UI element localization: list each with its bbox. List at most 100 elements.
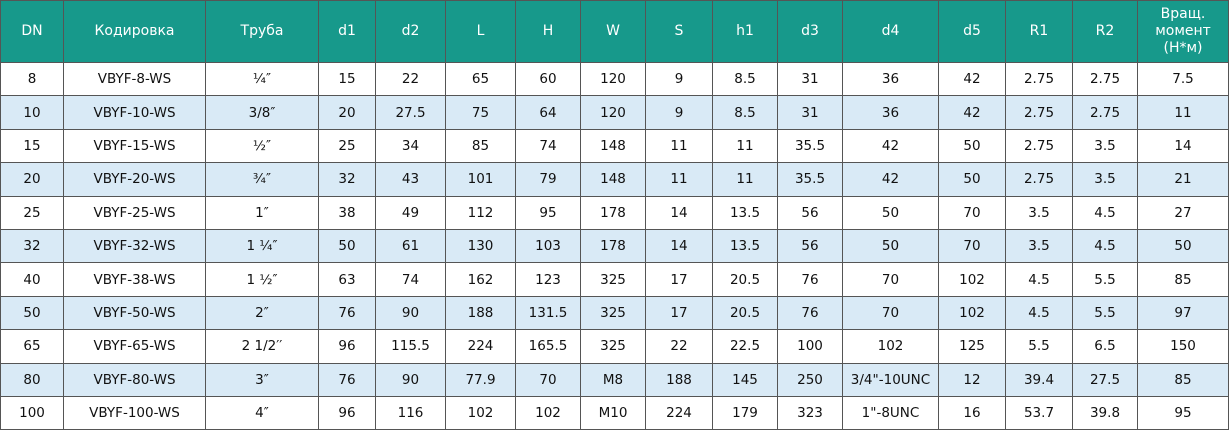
table-cell: 3.5 [1005, 195, 1073, 230]
table-cell: 40 [0, 262, 64, 297]
table-cell: 101 [445, 162, 516, 197]
table-row: 100 VBYF-100-WS 4″ 96 116 102 102 M10 224 179 323 1… [0, 395, 1229, 430]
table-cell: 2.75 [1005, 162, 1073, 197]
table-cell: 15 [0, 128, 64, 164]
table-row: 25 VBYF-25-WS 1″ 38 49 112 95 178 14 13.5 56 50 70 3.… [0, 195, 1229, 230]
header-cell: W [580, 0, 646, 63]
table-cell: 102 [445, 395, 516, 430]
table-cell: 36 [842, 95, 939, 130]
table-cell: 224 [445, 329, 516, 364]
table-cell: 90 [375, 295, 446, 331]
table-cell: 53.7 [1005, 395, 1073, 430]
table-cell: 11 [1137, 95, 1229, 130]
table-cell: 42 [842, 162, 939, 197]
table-cell: 31 [777, 61, 843, 97]
table-cell: 4.5 [1005, 295, 1073, 331]
table-cell: 22 [645, 329, 713, 364]
table-cell: 20.5 [712, 262, 778, 297]
table-cell: 100 [777, 329, 843, 364]
table-cell: 115.5 [375, 329, 446, 364]
table-cell: 4.5 [1005, 262, 1073, 297]
header-cell: L [445, 0, 516, 63]
table-cell: M10 [580, 395, 646, 430]
table-cell: 76 [777, 295, 843, 331]
table-cell: 103 [515, 228, 581, 264]
table-cell: 10 [0, 95, 64, 130]
table-cell: 116 [375, 395, 446, 430]
table-cell: ½″ [205, 128, 319, 164]
table-cell: 179 [712, 395, 778, 430]
table-cell: VBYF-8-WS [63, 61, 206, 97]
table-cell: 76 [777, 262, 843, 297]
table-cell: 2.75 [1005, 128, 1073, 164]
table-cell: 27.5 [1072, 362, 1138, 397]
table-cell: 1 ¼″ [205, 228, 319, 264]
header-cell: Труба [205, 0, 319, 63]
table-cell: 95 [515, 195, 581, 230]
table-cell: 20 [318, 95, 376, 130]
table-cell: 79 [515, 162, 581, 197]
table-cell: 11 [712, 162, 778, 197]
table-cell: 97 [1137, 295, 1229, 331]
table-cell: VBYF-80-WS [63, 362, 206, 397]
table-cell: 325 [580, 262, 646, 297]
table-row: 15 VBYF-15-WS ½″ 25 34 85 74 148 11 11 35.5 42 50 2.7… [0, 128, 1229, 164]
table-cell: 14 [645, 195, 713, 230]
header-cell: H [515, 0, 581, 63]
table-cell: 43 [375, 162, 446, 197]
table-cell: 74 [375, 262, 446, 297]
table-cell: 13.5 [712, 228, 778, 264]
table-cell: 1″ [205, 195, 319, 230]
table-cell: ¼″ [205, 61, 319, 97]
table-cell: 50 [938, 128, 1006, 164]
table-cell: 2.75 [1005, 61, 1073, 97]
table-cell: 20.5 [712, 295, 778, 331]
table-row: 50 VBYF-50-WS 2″ 76 90 188 131.5 325 17 20.5 76 70 1… [0, 295, 1229, 331]
table-cell: 63 [318, 262, 376, 297]
table-cell: 178 [580, 228, 646, 264]
table-cell: 39.4 [1005, 362, 1073, 397]
table-cell: 17 [645, 295, 713, 331]
table-cell: 9 [645, 95, 713, 130]
table-cell: 2.75 [1072, 95, 1138, 130]
table-cell: 85 [445, 128, 516, 164]
table-cell: 50 [0, 295, 64, 331]
table-cell: 2″ [205, 295, 319, 331]
table-cell: 14 [645, 228, 713, 264]
table-cell: 3.5 [1005, 228, 1073, 264]
table-cell: 125 [938, 329, 1006, 364]
table-cell: 77.9 [445, 362, 516, 397]
table-cell: 14 [1137, 128, 1229, 164]
table-cell: 123 [515, 262, 581, 297]
table-cell: 150 [1137, 329, 1229, 364]
table-cell: VBYF-25-WS [63, 195, 206, 230]
table-cell: 50 [842, 228, 939, 264]
header-cell: DN [0, 0, 64, 63]
table-cell: 102 [938, 262, 1006, 297]
table-cell: 16 [938, 395, 1006, 430]
table-cell: VBYF-38-WS [63, 262, 206, 297]
table-cell: 2.75 [1072, 61, 1138, 97]
table-cell: 2.75 [1005, 95, 1073, 130]
table-cell: 1 ½″ [205, 262, 319, 297]
table-cell: 17 [645, 262, 713, 297]
table-cell: 38 [318, 195, 376, 230]
table-cell: 5.5 [1072, 262, 1138, 297]
table-cell: VBYF-20-WS [63, 162, 206, 197]
table-cell: 35.5 [777, 128, 843, 164]
table-cell: 145 [712, 362, 778, 397]
table-row: 32 VBYF-32-WS 1 ¼″ 50 61 130 103 178 14 13.5 56 50 7… [0, 228, 1229, 264]
table-cell: 21 [1137, 162, 1229, 197]
header-cell: R1 [1005, 0, 1073, 63]
table-cell: 56 [777, 195, 843, 230]
table-cell: 60 [515, 61, 581, 97]
table-cell: 80 [0, 362, 64, 397]
table-cell: 6.5 [1072, 329, 1138, 364]
table-row: 80 VBYF-80-WS 3″ 76 90 77.9 70 M8 188 145 250 3/4"-… [0, 362, 1229, 397]
table-cell: 188 [645, 362, 713, 397]
table-cell: 102 [515, 395, 581, 430]
table-cell: 31 [777, 95, 843, 130]
table-cell: 4.5 [1072, 228, 1138, 264]
table-cell: 65 [445, 61, 516, 97]
